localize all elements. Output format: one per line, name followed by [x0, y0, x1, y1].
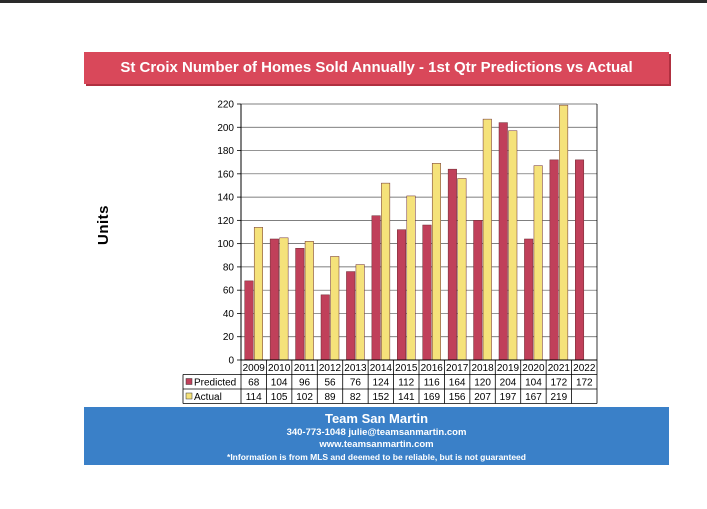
data-label-predicted: 164 — [449, 378, 466, 389]
x-tick-label: 2020 — [522, 363, 545, 374]
x-tick-label: 2019 — [497, 363, 520, 374]
legend-label-predicted: Predicted — [194, 378, 236, 389]
data-label-predicted: 116 — [424, 378, 440, 389]
x-tick-label: 2018 — [471, 363, 494, 374]
x-tick-label: 2017 — [446, 363, 469, 374]
bar-actual — [431, 163, 441, 361]
bar-actual — [508, 130, 518, 361]
data-label-actual: 167 — [525, 392, 542, 403]
data-label-predicted: 204 — [500, 378, 517, 389]
bar-predicted — [575, 159, 585, 361]
data-label-actual: 169 — [423, 392, 440, 403]
data-label-actual: 156 — [449, 392, 466, 403]
x-tick-label: 2012 — [319, 363, 342, 374]
bar-predicted — [498, 122, 508, 361]
x-tick-label: 2016 — [421, 363, 444, 374]
bar-predicted — [346, 271, 356, 361]
bar-predicted — [397, 229, 407, 361]
legend-label-actual: Actual — [194, 392, 222, 403]
data-label-actual: 141 — [398, 392, 415, 403]
data-label-predicted: 104 — [271, 378, 288, 389]
legend-key-predicted — [185, 378, 193, 385]
y-tick-label: 80 — [223, 262, 235, 273]
data-label-predicted: 112 — [398, 378, 414, 389]
data-label-predicted: 120 — [474, 378, 491, 389]
top-border-line — [0, 0, 707, 3]
x-tick-label: 2014 — [370, 363, 393, 374]
bar-predicted — [473, 220, 483, 361]
data-label-predicted: 124 — [373, 378, 390, 389]
x-tick-label: 2021 — [548, 363, 571, 374]
bar-actual — [304, 241, 314, 361]
bar-actual — [482, 118, 492, 361]
bar-predicted — [524, 238, 534, 361]
bar-actual — [355, 264, 365, 361]
y-tick-label: 60 — [223, 286, 235, 297]
bar-predicted — [295, 248, 305, 361]
y-tick-label: 140 — [217, 193, 234, 204]
bar-actual — [457, 178, 467, 361]
y-tick-label: 100 — [217, 239, 234, 250]
data-label-predicted: 96 — [299, 378, 311, 389]
bar-actual — [253, 227, 263, 361]
y-tick-label: 180 — [217, 146, 234, 157]
bar-actual — [330, 256, 340, 361]
x-tick-label: 2010 — [268, 363, 291, 374]
data-label-actual: 219 — [551, 392, 568, 403]
data-label-actual: 89 — [324, 392, 336, 403]
y-tick-label: 220 — [217, 100, 234, 111]
y-tick-label: 20 — [223, 332, 235, 343]
bar-actual — [559, 104, 569, 361]
bar-predicted — [371, 215, 381, 361]
data-label-actual: 82 — [350, 392, 362, 403]
footer-disclaimer: *Information is from MLS and deemed to b… — [227, 452, 526, 462]
y-tick-label: 160 — [217, 169, 234, 180]
bar-predicted — [422, 224, 432, 361]
footer-banner: Team San Martin 340-773-1048 julie@teams… — [84, 407, 669, 465]
x-tick-label: 2015 — [395, 363, 418, 374]
footer-website: www.teamsanmartin.com — [319, 439, 434, 450]
bar-predicted — [549, 159, 559, 361]
data-label-actual: 102 — [296, 392, 313, 403]
y-tick-label: 120 — [217, 216, 234, 227]
title-banner: St Croix Number of Homes Sold Annually -… — [84, 52, 669, 84]
x-tick-label: 2011 — [294, 363, 316, 374]
footer-team-name: Team San Martin — [324, 411, 429, 426]
data-label-actual: 152 — [373, 392, 390, 403]
x-tick-label: 2009 — [243, 363, 266, 374]
y-tick-label: 40 — [223, 309, 235, 320]
data-label-predicted: 104 — [525, 378, 542, 389]
data-label-predicted: 76 — [350, 378, 362, 389]
data-label-actual: 114 — [246, 392, 262, 403]
data-label-predicted: 68 — [248, 378, 260, 389]
data-label-predicted: 56 — [324, 378, 336, 389]
bar-actual — [381, 182, 391, 361]
data-label-actual: 207 — [474, 392, 491, 403]
y-tick-label: 0 — [228, 356, 234, 367]
bar-actual — [406, 195, 416, 361]
data-label-predicted: 172 — [551, 378, 568, 389]
bar-predicted — [320, 294, 330, 361]
data-label-actual: 105 — [271, 392, 288, 403]
bar-predicted — [244, 280, 254, 361]
bar-predicted — [269, 238, 279, 361]
bar-actual — [279, 237, 289, 361]
x-tick-label: 2022 — [573, 363, 596, 374]
y-tick-label: 200 — [217, 123, 234, 134]
x-tick-label: 2013 — [344, 363, 367, 374]
bar-predicted — [447, 168, 457, 361]
data-label-predicted: 172 — [576, 378, 593, 389]
bar-actual — [533, 165, 543, 361]
footer-contact: 340-773-1048 julie@teamsanmartin.com — [286, 427, 467, 438]
data-label-actual: 197 — [500, 392, 517, 403]
chart-title: St Croix Number of Homes Sold Annually -… — [120, 59, 633, 76]
legend-key-actual — [185, 392, 193, 400]
